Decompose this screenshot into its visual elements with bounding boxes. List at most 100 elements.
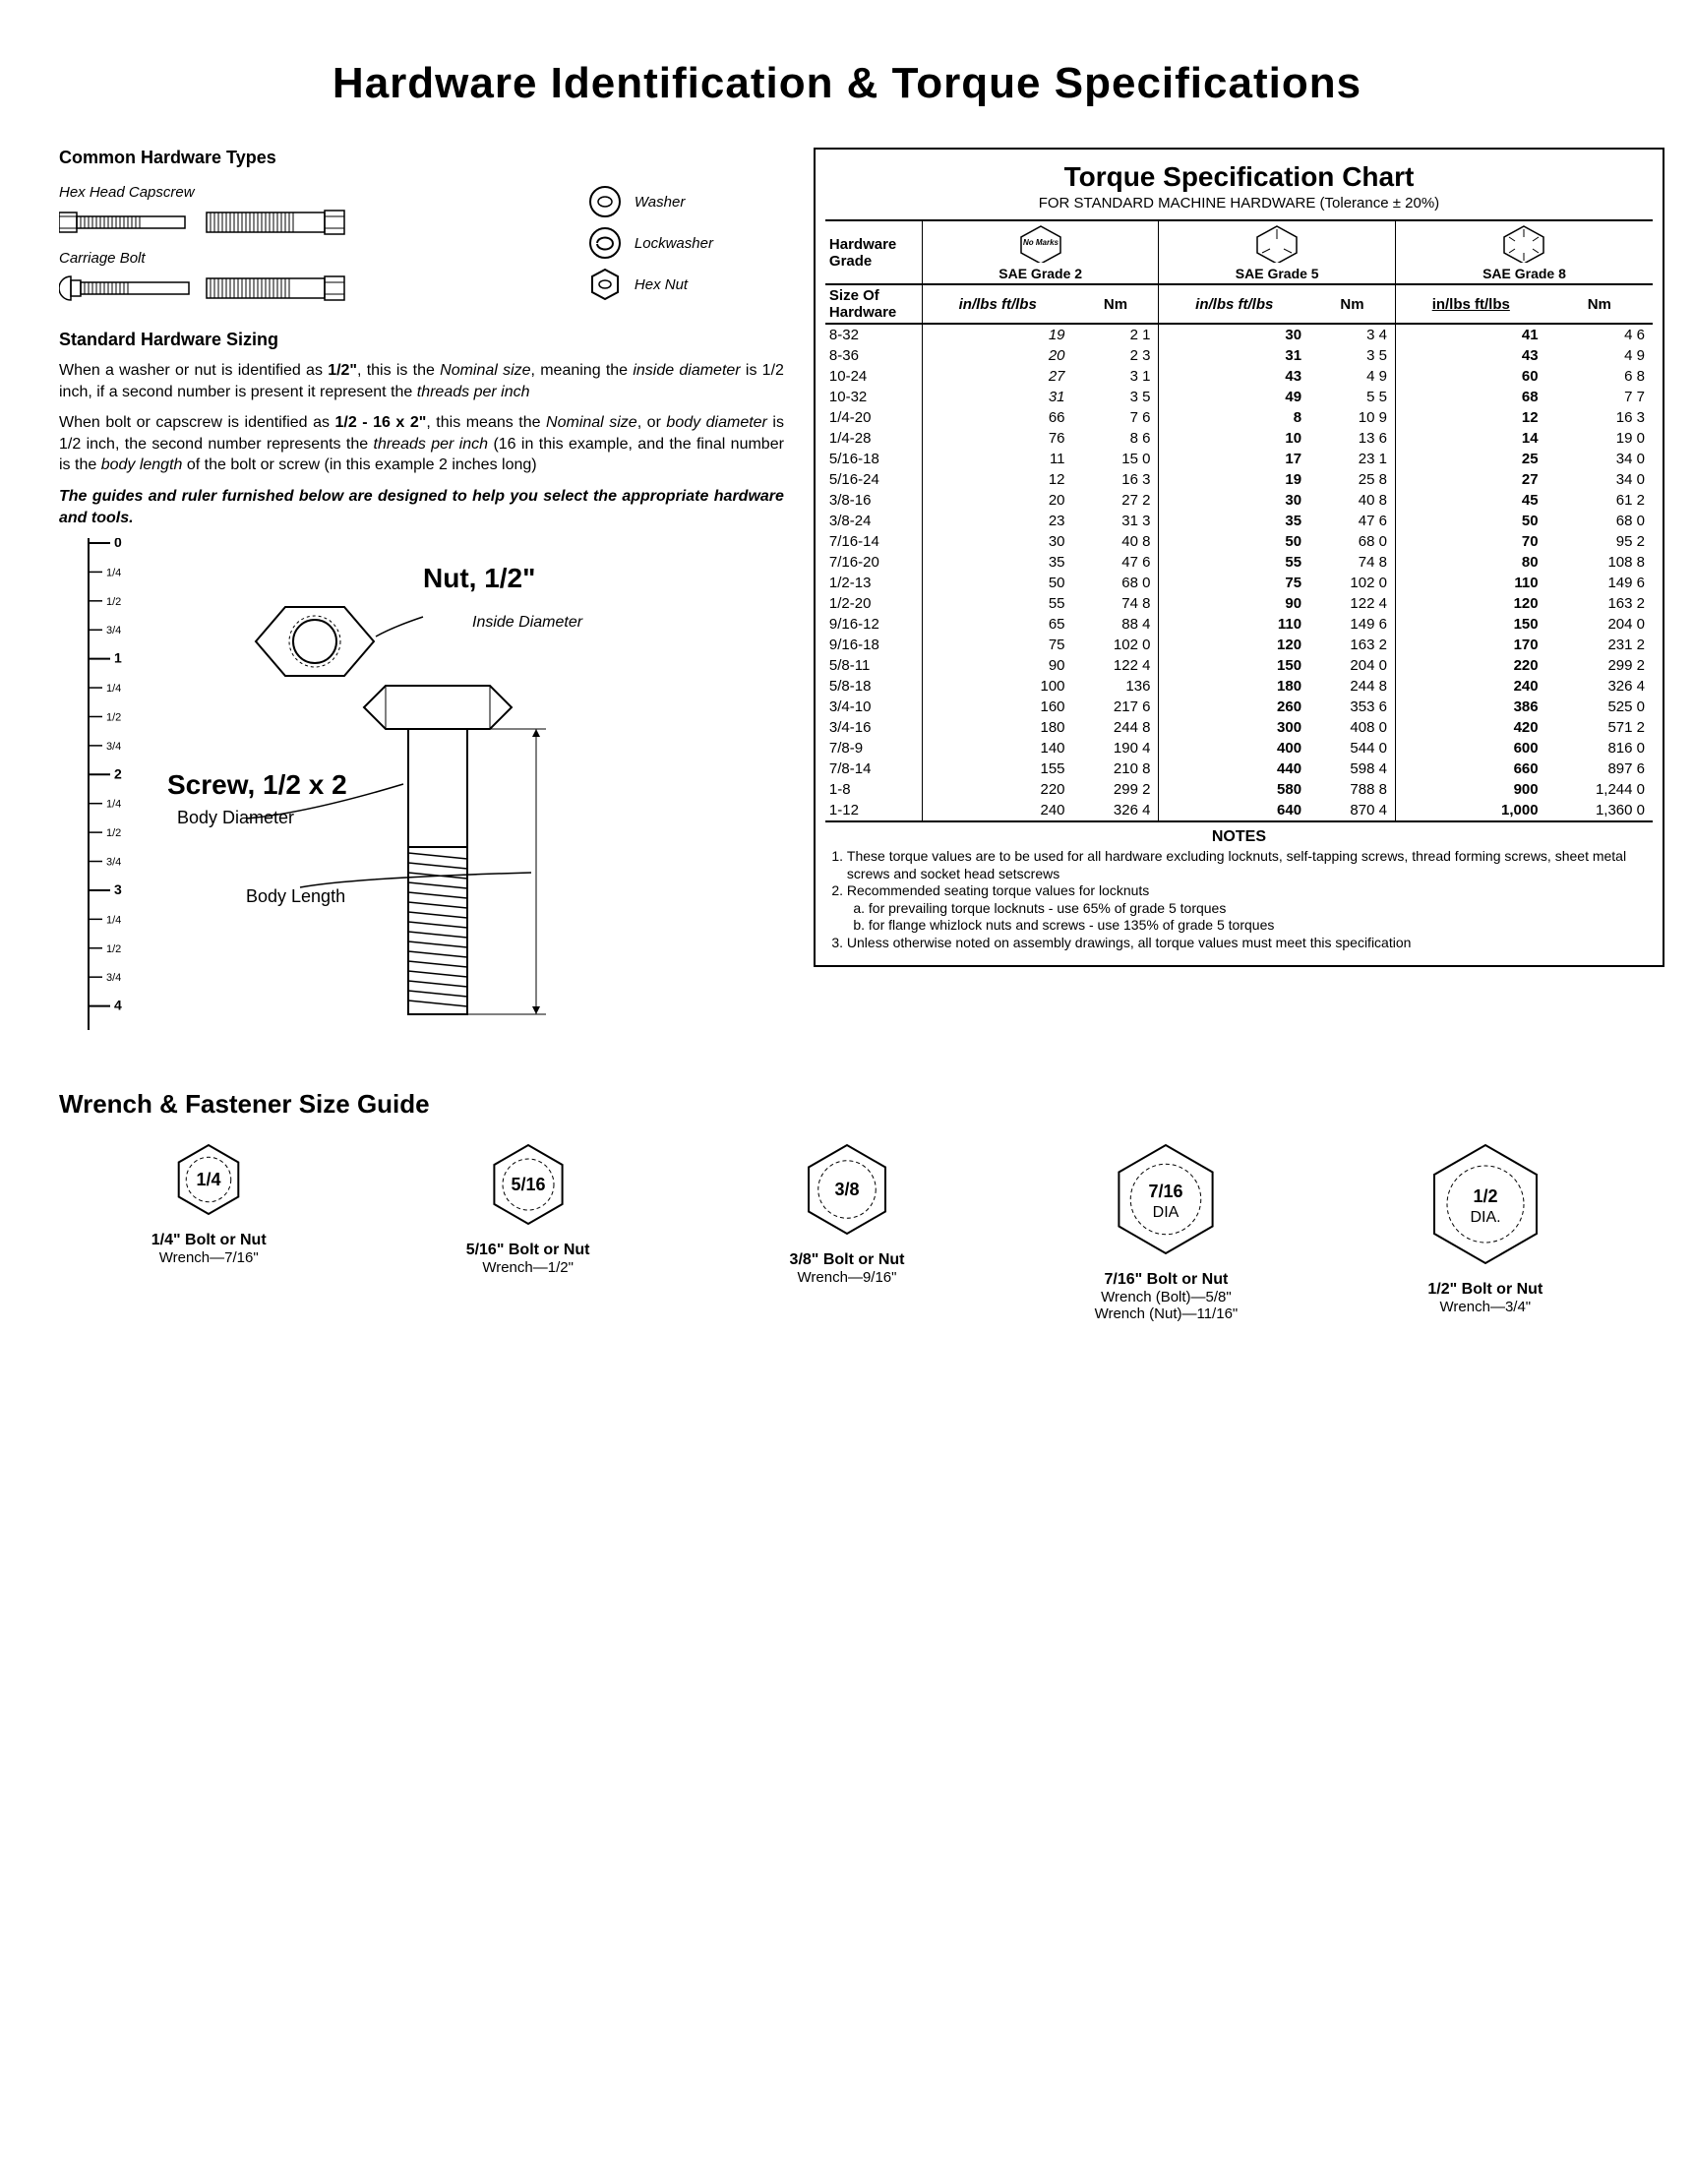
g2-nm: 40 8 <box>1073 531 1159 552</box>
g8-inlbs: 70 <box>1395 531 1545 552</box>
g8-inlbs: 240 <box>1395 676 1545 697</box>
g5-inlbs: 31 <box>1159 345 1309 366</box>
g2-nm: 3 1 <box>1073 366 1159 387</box>
grade2-header: No Marks SAE Grade 2 <box>922 220 1159 284</box>
hex-icon: 1/4 <box>164 1135 253 1224</box>
g5-inlbs: 55 <box>1159 552 1309 573</box>
washer-label: Washer <box>635 194 685 211</box>
table-row: 3/4-10160217 6260353 6386525 0 <box>825 697 1653 717</box>
g5-inlbs: 180 <box>1159 676 1309 697</box>
sizing-heading: Standard Hardware Sizing <box>59 330 784 350</box>
ruler-tick-label: 1/4 <box>106 568 121 579</box>
size-cell: 3/4-10 <box>825 697 923 717</box>
g2-inlbs: 66 <box>922 407 1072 428</box>
g8-inlbs: 900 <box>1395 779 1545 800</box>
unit-inlbs-g8: in/lbs ft/lbs <box>1395 284 1545 324</box>
size-cell: 5/16-24 <box>825 469 923 490</box>
g5-nm: 870 4 <box>1309 800 1395 821</box>
ruler-tick-label: 0 <box>114 538 122 550</box>
table-row: 1/2-205574 890122 4120163 2 <box>825 593 1653 614</box>
sizing-paragraph-1: When a washer or nut is identified as 1/… <box>59 360 784 402</box>
g2-nm: 136 <box>1073 676 1159 697</box>
g8-nm: 68 0 <box>1546 511 1653 531</box>
illustration-svg: 01/41/23/411/41/23/421/41/23/431/41/23/4… <box>59 538 728 1050</box>
torque-table: Hardware Grade No Marks SAE Grade 2 SAE … <box>825 219 1653 822</box>
g8-nm: 108 8 <box>1546 552 1653 573</box>
size-cell: 7/16-20 <box>825 552 923 573</box>
g5-inlbs: 43 <box>1159 366 1309 387</box>
notes-block: These torque values are to be used for a… <box>825 848 1653 951</box>
size-cell: 9/16-18 <box>825 635 923 655</box>
ruler-tick-label: 3/4 <box>106 857 121 869</box>
unit-inlbs-g2: in/lbs ft/lbs <box>922 284 1072 324</box>
table-row: 10-24273 1434 9606 8 <box>825 366 1653 387</box>
common-hardware-heading: Common Hardware Types <box>59 148 784 168</box>
g5-inlbs: 35 <box>1159 511 1309 531</box>
carriage-bolt-icon <box>59 273 354 304</box>
body-len-label: Body Length <box>246 886 345 906</box>
g8-inlbs: 1,000 <box>1395 800 1545 821</box>
g2-inlbs: 50 <box>922 573 1072 593</box>
g5-nm: 163 2 <box>1309 635 1395 655</box>
g5-nm: 74 8 <box>1309 552 1395 573</box>
ruler-tick-label: 1/2 <box>106 827 121 839</box>
g5-inlbs: 110 <box>1159 614 1309 635</box>
g2-nm: 244 8 <box>1073 717 1159 738</box>
g2-nm: 88 4 <box>1073 614 1159 635</box>
table-row: 8-36202 3313 5434 9 <box>825 345 1653 366</box>
ruler-tick-label: 1/4 <box>106 915 121 927</box>
g5-inlbs: 50 <box>1159 531 1309 552</box>
g8-nm: 19 0 <box>1546 428 1653 449</box>
wrench-label-wrench: Wrench—3/4" <box>1336 1299 1635 1315</box>
g5-inlbs: 440 <box>1159 758 1309 779</box>
wrench-item: 3/8 3/8" Bolt or Nut Wrench—9/16" <box>697 1135 997 1322</box>
ruler-tick-label: 2 <box>114 765 122 781</box>
washer-icon <box>587 184 623 219</box>
g5-nm: 544 0 <box>1309 738 1395 758</box>
g8-nm: 204 0 <box>1546 614 1653 635</box>
g8-nm: 163 2 <box>1546 593 1653 614</box>
g8-inlbs: 12 <box>1395 407 1545 428</box>
g2-inlbs: 20 <box>922 345 1072 366</box>
g8-inlbs: 27 <box>1395 469 1545 490</box>
ruler-tick-label: 1/4 <box>106 799 121 811</box>
table-row: 7/16-203547 65574 880108 8 <box>825 552 1653 573</box>
g5-inlbs: 49 <box>1159 387 1309 407</box>
wrench-item: 1/2DIA. 1/2" Bolt or Nut Wrench—3/4" <box>1336 1135 1635 1322</box>
g5-nm: 23 1 <box>1309 449 1395 469</box>
g2-nm: 74 8 <box>1073 593 1159 614</box>
size-cell: 3/4-16 <box>825 717 923 738</box>
wrench-label-bolt: 1/4" Bolt or Nut <box>59 1232 358 1249</box>
g2-nm: 16 3 <box>1073 469 1159 490</box>
g2-nm: 47 6 <box>1073 552 1159 573</box>
ruler-tick-label: 1 <box>114 650 122 666</box>
g8-inlbs: 41 <box>1395 324 1545 345</box>
size-cell: 5/16-18 <box>825 449 923 469</box>
table-row: 7/16-143040 85068 07095 2 <box>825 531 1653 552</box>
g2-nm: 122 4 <box>1073 655 1159 676</box>
size-cell: 5/8-18 <box>825 676 923 697</box>
table-row: 1-12240326 4640870 41,0001,360 0 <box>825 800 1653 821</box>
hex-head-capscrew-icon <box>59 207 354 238</box>
g5-nm: 244 8 <box>1309 676 1395 697</box>
svg-text:1/2: 1/2 <box>1473 1186 1497 1206</box>
hardware-types-diagram: Hex Head Capscrew <box>59 178 784 310</box>
g2-nm: 15 0 <box>1073 449 1159 469</box>
g8-nm: 897 6 <box>1546 758 1653 779</box>
wrench-item: 5/16 5/16" Bolt or Nut Wrench—1/2" <box>378 1135 677 1322</box>
table-row: 1-8220299 2580788 89001,244 0 <box>825 779 1653 800</box>
svg-text:DIA: DIA <box>1153 1204 1180 1221</box>
size-cell: 1/4-20 <box>825 407 923 428</box>
g8-nm: 61 2 <box>1546 490 1653 511</box>
g5-nm: 598 4 <box>1309 758 1395 779</box>
g5-inlbs: 580 <box>1159 779 1309 800</box>
size-cell: 1-12 <box>825 800 923 821</box>
table-row: 5/16-241216 31925 82734 0 <box>825 469 1653 490</box>
hex-icon: 5/16 <box>479 1135 577 1234</box>
g8-inlbs: 220 <box>1395 655 1545 676</box>
g2-inlbs: 27 <box>922 366 1072 387</box>
g8-nm: 7 7 <box>1546 387 1653 407</box>
wrench-label-wrench: Wrench—9/16" <box>697 1269 997 1286</box>
g5-inlbs: 150 <box>1159 655 1309 676</box>
hex-head-label: Hex Head Capscrew <box>59 184 195 201</box>
